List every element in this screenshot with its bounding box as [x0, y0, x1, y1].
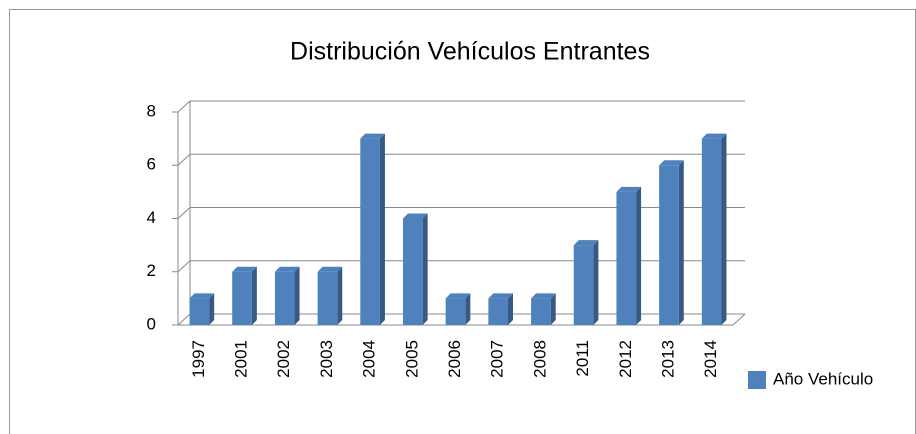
grid-line	[177, 260, 191, 273]
bar	[402, 218, 423, 325]
bar	[659, 165, 679, 325]
bar-side	[508, 293, 514, 325]
x-tick-label: 1997	[189, 340, 208, 378]
bar	[701, 138, 722, 325]
bar-top	[360, 133, 385, 139]
bar-top	[488, 293, 514, 299]
x-tick-label: 2011	[573, 340, 592, 377]
bar	[488, 298, 509, 325]
bar-side	[294, 266, 300, 325]
y-tick-label: 4	[147, 208, 156, 227]
bar-side	[721, 133, 727, 325]
bar-top	[232, 266, 257, 272]
x-tick-label: 2007	[488, 340, 507, 378]
bar-top	[616, 186, 642, 192]
floor	[732, 313, 746, 326]
bar-side	[550, 293, 556, 325]
bar-top	[573, 240, 599, 246]
bar-side	[593, 240, 599, 325]
x-tick-label: 2003	[317, 340, 336, 378]
x-tick-label: 2001	[232, 340, 251, 378]
chart-border	[9, 9, 916, 434]
bar-side	[251, 266, 257, 325]
x-tick-label: 2013	[658, 340, 677, 378]
bar-top	[402, 213, 428, 219]
bar-side	[337, 266, 343, 325]
bar-side	[209, 293, 215, 325]
bar	[189, 298, 210, 325]
chart-title: Distribución Vehículos Entrantes	[290, 38, 650, 66]
y-tick-label: 8	[147, 101, 156, 120]
bar	[616, 191, 637, 325]
bar	[360, 138, 380, 325]
bar-top	[659, 160, 684, 166]
bar-top	[274, 266, 300, 272]
grid-line	[177, 153, 191, 166]
bar	[232, 271, 252, 325]
bar-top	[445, 293, 471, 299]
x-tick-label: 2005	[402, 340, 421, 378]
grid-line	[177, 207, 191, 219]
x-tick-label: 2002	[274, 340, 293, 378]
x-tick-label: 2008	[530, 340, 549, 378]
bar-top	[317, 266, 343, 272]
x-tick-label: 2012	[616, 340, 635, 378]
bar-top	[189, 293, 215, 299]
y-tick-label: 6	[147, 155, 156, 174]
bar	[317, 271, 338, 325]
bar	[445, 298, 466, 325]
x-tick-label: 2006	[445, 340, 464, 378]
bar	[573, 245, 594, 325]
y-tick-label: 0	[147, 314, 156, 333]
legend-label: Año Vehículo	[773, 369, 873, 388]
bar-side	[465, 293, 471, 325]
bar-side	[678, 160, 684, 325]
bar-side	[422, 213, 428, 325]
bar-side	[636, 186, 642, 325]
bar	[274, 271, 295, 325]
y-tick-label: 2	[147, 261, 156, 280]
bar	[531, 298, 551, 325]
legend-swatch	[748, 371, 766, 389]
x-tick-label: 2014	[701, 340, 720, 378]
bar-top	[531, 293, 556, 299]
bar-top	[701, 133, 727, 139]
grid-line	[177, 100, 191, 113]
grid-line	[177, 313, 191, 326]
bar-side	[379, 133, 385, 325]
x-tick-label: 2004	[360, 340, 379, 378]
